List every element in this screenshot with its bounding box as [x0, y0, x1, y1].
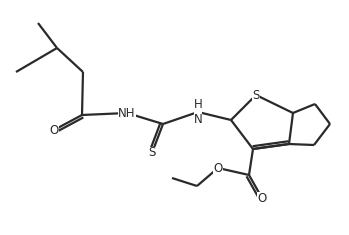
Text: S: S [148, 146, 156, 160]
Text: O: O [257, 192, 267, 204]
Text: S: S [252, 89, 260, 102]
Text: O: O [49, 124, 59, 137]
Text: H
N: H N [194, 98, 202, 126]
Text: O: O [213, 161, 223, 175]
Text: NH: NH [118, 106, 136, 120]
